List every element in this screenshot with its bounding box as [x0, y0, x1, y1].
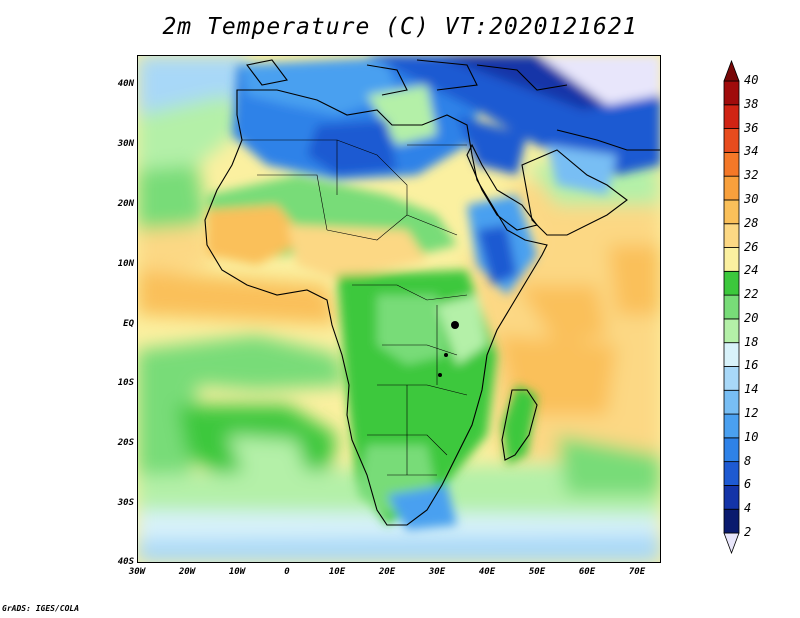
country-borders: [242, 139, 468, 476]
lon-tick-30E: 30E: [428, 567, 446, 577]
colorbar-swatch: [723, 223, 740, 248]
colorbar-swatch: [723, 342, 740, 367]
colorbar-swatch: [723, 104, 740, 129]
lon-tick-10W: 10W: [228, 567, 246, 577]
colorbar-tick-label: 30: [744, 191, 759, 206]
colorbar-swatch: [723, 366, 740, 391]
lakes: [438, 321, 459, 377]
colorbar-tick-label: 40: [744, 73, 759, 87]
colorbar-tick-label: 2: [744, 525, 752, 539]
colorbar-swatch: [723, 80, 740, 106]
lon-tick-60E: 60E: [578, 567, 596, 577]
colorbar-swatch: [723, 413, 740, 439]
lon-tick-20W: 20W: [178, 567, 196, 577]
colorbar-tick-label: 18: [744, 334, 759, 349]
lat-tick-eq: EQ: [123, 319, 134, 329]
colorbar-swatch: [723, 128, 740, 153]
map-svg: [137, 55, 661, 563]
colorbar: [723, 59, 740, 555]
colorbar-swatch: [723, 389, 740, 415]
colorbar-swatch: [723, 270, 740, 296]
colorbar-tick-label: 34: [744, 144, 759, 159]
colorbar-tick-label: 32: [744, 168, 759, 183]
lat-tick-10N: 10N: [117, 259, 134, 269]
colorbar-swatch: [723, 508, 740, 534]
colorbar-tick-label: 28: [744, 215, 759, 230]
colorbar-tick-label: 20: [744, 310, 759, 325]
lat-tick-30S: 30S: [117, 498, 134, 508]
colorbar-tick-label: 24: [744, 263, 759, 278]
colorbar-tick-label: 12: [744, 406, 759, 421]
lon-tick-30W: 30W: [128, 567, 146, 577]
colorbar-tick-label: 26: [744, 239, 759, 254]
lon-tick-20E: 20E: [378, 567, 396, 577]
colorbar-tick-label: 14: [744, 382, 759, 397]
colorbar-tick-label: 4: [744, 501, 752, 516]
colorbar-tick-label: 16: [744, 358, 759, 373]
coastlines: [204, 59, 661, 526]
colorbar-tick-label: 6: [744, 477, 752, 492]
lat-tick-20S: 20S: [117, 438, 134, 448]
colorbar-tick-label: 22: [744, 287, 759, 302]
chart-title: 2m Temperature (C) VT:2020121621: [162, 14, 638, 40]
colorbar-swatch: [723, 461, 740, 486]
lon-tick-10E: 10E: [328, 567, 346, 577]
colorbar-lower-arrow: [723, 532, 740, 555]
colorbar-swatch: [723, 294, 740, 320]
colorbar-swatch: [723, 151, 740, 177]
lon-tick-70E: 70E: [628, 567, 646, 577]
colorbar-swatch: [723, 318, 740, 344]
lat-tick-40S: 40S: [117, 557, 134, 567]
colorbar-tick-label: 38: [744, 96, 759, 111]
lat-tick-40N: 40N: [117, 79, 134, 89]
temperature-map: [137, 55, 661, 563]
lon-tick-0: 0: [284, 567, 290, 577]
colorbar-tick-label: 10: [744, 429, 759, 444]
lat-tick-10S: 10S: [117, 378, 134, 388]
colorbar-tick-label: 8: [744, 453, 752, 468]
lat-tick-20N: 20N: [117, 199, 134, 209]
colorbar-swatch: [723, 437, 740, 463]
lon-tick-50E: 50E: [528, 567, 546, 577]
colorbar-swatch: [723, 247, 740, 272]
colorbar-swatch: [723, 485, 740, 510]
colorbar-swatch: [723, 199, 740, 225]
colorbar-swatch: [723, 175, 740, 201]
credit-text: GrADS: IGES/COLA: [2, 604, 80, 613]
lon-tick-40E: 40E: [478, 567, 496, 577]
colorbar-upper-arrow: [723, 59, 740, 82]
colorbar-tick-label: 36: [744, 120, 759, 135]
lat-tick-30N: 30N: [117, 139, 134, 149]
